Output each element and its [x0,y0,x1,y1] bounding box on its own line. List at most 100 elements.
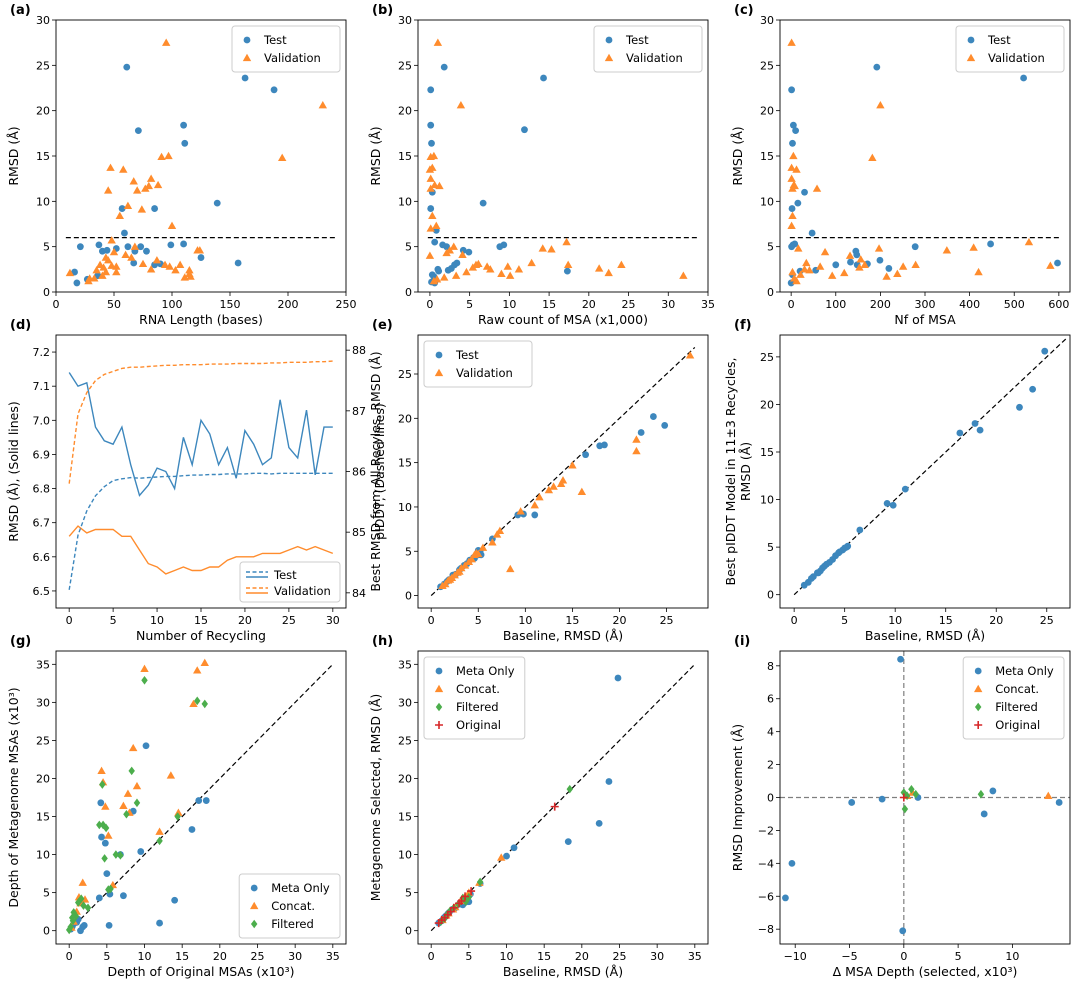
x-tick-label: 20 [575,950,589,963]
data-point [112,267,121,276]
y-axis-label: RMSD (Å) [6,126,21,185]
series-filtered [65,676,208,935]
legend-marker [604,53,614,62]
data-point [195,797,203,804]
data-point [492,530,502,538]
data-point [787,38,796,46]
data-point [278,153,287,161]
data-point [425,165,435,173]
data-point [234,259,242,267]
data-point [129,743,138,752]
data-point [577,487,587,496]
data-point [889,501,897,509]
x-tick-label: 200 [278,298,299,311]
data-point [153,180,163,189]
y-tick-label: 6.9 [33,448,51,461]
data-point [685,351,695,359]
y-axis-label: Best pIDDT Model in 11±3 Recycles,RMSD (… [723,358,753,586]
data-point [146,174,156,182]
data-point [438,581,447,589]
data-point [516,507,525,515]
y-tick-label: 6.7 [33,517,51,530]
y-tick-label: 10 [398,849,412,862]
data-point [430,180,439,189]
data-point [1044,791,1053,800]
data-point [805,266,814,274]
data-point [202,797,210,804]
data-point [802,258,811,267]
data-point [911,260,920,268]
data-point [107,236,116,244]
panel-label: (i) [734,634,750,649]
x-tick-label: 0 [900,950,907,963]
data-point [503,262,512,270]
data-point [156,919,163,927]
legend-box [239,561,341,603]
data-point [876,256,884,264]
data-point [164,151,173,160]
data-point [882,272,891,280]
data-point [547,245,556,253]
data-point [568,461,577,469]
x-axis-label: Baseline, RMSD (Å) [503,964,623,979]
data-point [167,221,177,229]
data-point [104,186,113,194]
data-point [898,262,908,270]
legend-marker [250,919,258,929]
x-tick-label: 0 [66,950,73,963]
legend-marker [435,351,443,359]
data-point [989,787,997,795]
x-tick-label: 250 [336,298,357,311]
x-tick-label: 0 [428,614,435,627]
data-point [447,265,455,272]
data-point [189,699,198,708]
data-point [157,152,166,161]
data-point [71,268,78,276]
data-point [462,897,470,907]
data-point [467,887,476,896]
data-point [95,241,103,249]
data-point [128,766,135,776]
legend: Meta Only Concat. Filtered Original [423,656,526,740]
data-point [101,802,110,810]
data-point [440,63,448,71]
data-point [181,139,189,147]
y-tick-label: 15 [760,446,774,459]
panel-b: (b) 0 5 10 15 20 25 30 35 0 5 10 15 20 25 30 Raw count o… [368,3,715,327]
data-point [796,270,805,278]
series-original [434,802,559,928]
x-tick-label: 5 [475,614,482,627]
legend-marker [605,36,613,44]
data-point [897,655,904,663]
data-point [461,892,470,901]
x-tick-label: 20 [582,298,596,311]
x-tick-label: 100 [162,298,183,311]
data-point [787,221,796,229]
legend-label: Test [273,568,297,582]
data-point [194,696,201,706]
series-line-test-dashed [68,472,333,590]
data-point [142,742,150,750]
y-tick-label: 0 [43,286,50,299]
data-point [815,262,825,270]
data-point [976,426,984,434]
data-point [679,271,688,279]
data-point [101,267,111,276]
y-tick-label: 0 [405,925,412,938]
y-axis-label: RMSD (Å) [368,126,383,185]
data-point [514,265,524,273]
x-tick-label: 20 [238,614,252,627]
legend-label: Validation [264,51,321,65]
x-tick-label: 5 [841,614,848,627]
x-axis-label: Δ MSA Depth (selected, x10³) [833,964,1018,979]
legend-label: Meta Only [271,881,330,895]
data-point [885,265,893,272]
legend-marker [974,702,982,712]
legend-label: Filtered [456,700,499,714]
panel-e: (e) 0 5 10 15 20 25 0 5 10 15 20 25 Baseline, RMSD (Å… [368,318,709,643]
data-point [443,243,451,251]
data-point [101,253,111,261]
data-point [1029,385,1037,393]
data-point [787,163,796,171]
